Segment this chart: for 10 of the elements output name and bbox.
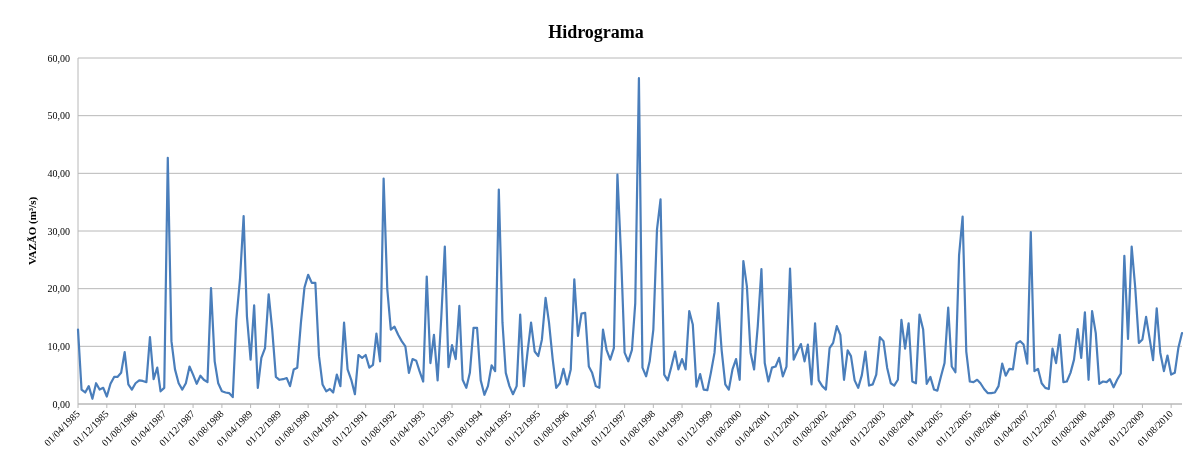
y-tick-label: 0,00	[52, 398, 70, 410]
y-tick-label: 40,00	[47, 167, 70, 179]
y-tick-label: 20,00	[47, 283, 70, 295]
y-tick-label: 50,00	[47, 110, 70, 122]
y-tick-label: 60,00	[47, 52, 70, 64]
y-tick-label: 10,00	[47, 340, 70, 352]
line-series	[76, 77, 1184, 400]
chart-title: Hidrograma	[548, 22, 644, 42]
y-axis-title: VAZÃO (m³/s)	[26, 196, 39, 266]
y-tick-label: 30,00	[47, 225, 70, 237]
